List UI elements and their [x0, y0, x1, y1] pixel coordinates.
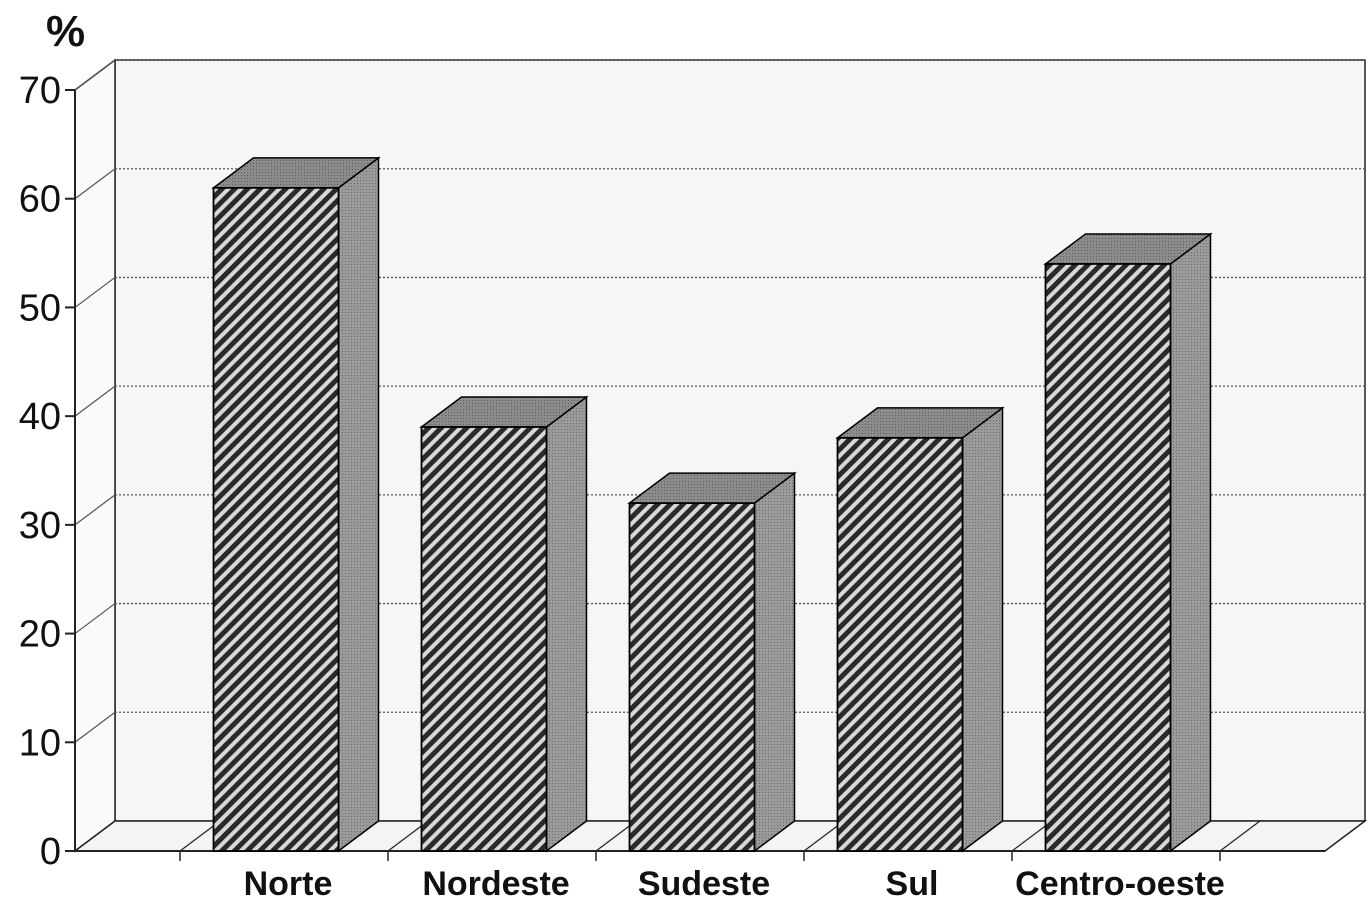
bar-side — [337, 156, 380, 853]
category-label: Norte — [244, 865, 333, 900]
gridline-diagonal — [74, 168, 116, 200]
bar-front — [1044, 263, 1172, 852]
y-tick-label: 50 — [19, 287, 61, 329]
bar-norte — [211, 156, 381, 853]
floor-divider — [1219, 820, 1261, 852]
y-tick-label: 10 — [19, 722, 61, 764]
bar-centro-oeste — [1043, 232, 1213, 853]
bar-sudeste — [627, 471, 797, 853]
category-labels: Norte Nordeste Sudeste Sul Centro-oeste — [244, 865, 1225, 903]
left-wall — [74, 58, 116, 853]
bar-front — [628, 502, 756, 852]
gridline-diagonal — [74, 59, 116, 91]
gridline-diagonal — [74, 276, 116, 308]
y-tick-label: 60 — [19, 179, 61, 221]
bar-side — [753, 471, 796, 853]
gridline-diagonal — [74, 494, 116, 526]
bars — [211, 156, 1213, 853]
y-tick-label: 30 — [19, 505, 61, 547]
y-axis-title: % — [46, 7, 85, 56]
bar-side — [961, 406, 1004, 853]
y-tick-label: 40 — [19, 396, 61, 438]
gridline-diagonal — [74, 711, 116, 743]
bar-front — [212, 186, 340, 852]
category-label: Centro-oeste — [1015, 865, 1225, 900]
y-tick-label: 0 — [40, 831, 61, 873]
category-label: Sul — [886, 865, 939, 900]
bar-side — [1169, 232, 1212, 853]
bar-side — [545, 395, 588, 853]
bar-front — [836, 436, 964, 852]
category-label: Nordeste — [422, 865, 569, 900]
bar-front — [420, 426, 548, 852]
category-label: Sudeste — [638, 865, 770, 900]
y-tick-label: 70 — [19, 70, 61, 112]
gridline-diagonal — [74, 603, 116, 635]
bar-sul — [835, 406, 1005, 853]
y-tick-label: 20 — [19, 614, 61, 656]
bar-nordeste — [419, 395, 589, 853]
gridline-diagonal — [74, 385, 116, 417]
